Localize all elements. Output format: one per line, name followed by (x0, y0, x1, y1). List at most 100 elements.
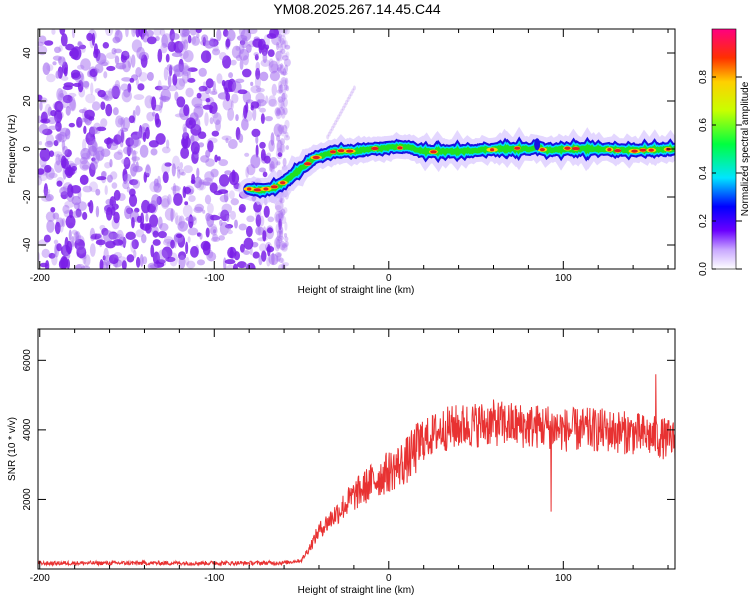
noise-blob (126, 186, 131, 193)
noise-blob (277, 124, 284, 132)
noise-blob (259, 141, 266, 149)
noise-blob (81, 265, 91, 269)
noise-blob (187, 236, 191, 243)
noise-blob (171, 33, 180, 40)
noise-blob (95, 188, 101, 196)
noise-blob (157, 249, 168, 264)
noise-blob (59, 127, 71, 137)
noise-blob (48, 150, 55, 157)
noise-blob (275, 252, 282, 258)
noise-blob (279, 37, 285, 45)
noise-blob (283, 134, 290, 141)
noise-blob (231, 45, 242, 59)
noise-blob (123, 88, 131, 98)
noise-blob (86, 32, 93, 42)
noise-blob (184, 201, 189, 206)
noise-blob (266, 33, 277, 39)
noise-blob (245, 225, 253, 238)
noise-blob (38, 175, 42, 186)
noise-blob (236, 34, 248, 42)
noise-blob (198, 142, 205, 148)
noise-blob (46, 219, 55, 233)
spectrogram-x-tick-label: 100 (555, 273, 572, 284)
noise-blob (69, 47, 79, 60)
signal-core-red (564, 146, 571, 150)
noise-blob (59, 187, 68, 196)
noise-blob (89, 243, 96, 257)
noise-blob (250, 81, 254, 87)
noise-blob (125, 29, 129, 38)
noise-blob (145, 212, 149, 222)
noise-blob (166, 139, 170, 149)
noise-blob (83, 125, 87, 135)
noise-blob (270, 132, 275, 146)
noise-blob (157, 79, 162, 92)
noise-blob (113, 211, 120, 224)
noise-blob (283, 58, 291, 67)
noise-blob (225, 38, 231, 48)
spectrogram-y-tick-label: 20 (22, 95, 33, 107)
noise-blob (160, 198, 170, 210)
signal-core-red (614, 149, 622, 153)
noise-blob (38, 123, 49, 134)
noise-blob (52, 61, 57, 66)
noise-blob (136, 46, 146, 60)
noise-blob (176, 96, 186, 108)
noise-blob (124, 205, 132, 220)
signal-core-red (279, 181, 286, 185)
noise-blob (276, 244, 281, 249)
noise-blob (278, 84, 283, 95)
noise-blob (54, 100, 64, 113)
noise-blob (203, 177, 213, 187)
noise-blob (189, 29, 197, 36)
noise-blob (187, 227, 199, 236)
noise-blob (209, 117, 214, 125)
noise-blob (181, 32, 191, 44)
noise-blob (175, 233, 183, 239)
signal-core-red (648, 148, 654, 152)
noise-blob (50, 206, 56, 213)
noise-blob (167, 194, 172, 205)
noise-blob (170, 208, 174, 223)
noise-blob (278, 210, 284, 219)
noise-blob (103, 71, 108, 79)
noise-blob (121, 260, 127, 269)
noise-blob (39, 101, 43, 111)
noise-blob (251, 128, 261, 138)
noise-blob (145, 29, 154, 37)
noise-blob (185, 256, 190, 266)
noise-blob (193, 206, 204, 214)
noise-blob (277, 67, 282, 72)
noise-blob (283, 40, 288, 48)
noise-blob (279, 83, 283, 91)
faint-trace (334, 120, 338, 126)
noise-blob (133, 249, 137, 259)
noise-blob (90, 82, 94, 95)
noise-blob (204, 112, 209, 127)
noise-blob (280, 130, 287, 137)
noise-blob (106, 137, 112, 149)
noise-blob (59, 29, 66, 36)
noise-blob (123, 173, 132, 182)
noise-blob (54, 221, 61, 235)
noise-blob (205, 98, 211, 103)
noise-blob (199, 232, 203, 240)
noise-blob (135, 105, 141, 116)
snr-frame (37, 328, 676, 570)
noise-blob (89, 227, 96, 242)
noise-blob (138, 127, 143, 139)
noise-blob (165, 53, 170, 63)
noise-blob (277, 64, 283, 74)
noise-blob (41, 248, 50, 259)
snr-x-tick-label: 0 (386, 573, 392, 584)
noise-blob (255, 87, 265, 93)
noise-blob (176, 169, 181, 179)
noise-blob (62, 204, 70, 215)
noise-blob (212, 80, 216, 92)
noise-blob (278, 84, 284, 93)
noise-blob (44, 103, 52, 118)
noise-blob (117, 117, 124, 126)
noise-blob (91, 101, 101, 111)
noise-blob (261, 250, 267, 262)
noise-blob (105, 206, 113, 221)
